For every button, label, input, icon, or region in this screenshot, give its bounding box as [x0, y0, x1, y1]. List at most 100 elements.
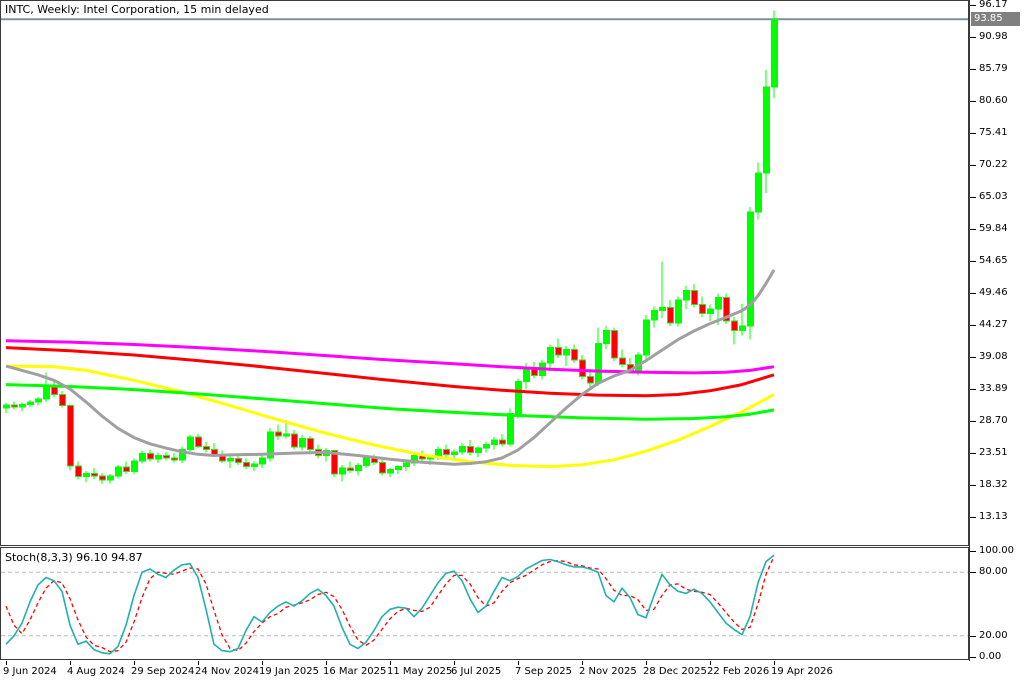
stoch-scale-label-tick: [970, 572, 976, 573]
stochastic-panel[interactable]: [0, 547, 969, 660]
bull-candle: [683, 289, 690, 301]
bull-candle: [387, 469, 394, 474]
price-label-tick: [970, 37, 976, 38]
bear-candle: [555, 347, 562, 356]
price-label-tick: [970, 261, 976, 262]
date-tick: [774, 661, 775, 665]
bull-candle: [3, 404, 10, 409]
date-label: 22 Feb 2026: [707, 666, 770, 677]
bull-candle: [251, 463, 258, 468]
price-label-tick: [970, 101, 976, 102]
bear-candle: [235, 458, 242, 463]
date-label: 11 May 2025: [387, 666, 453, 677]
stoch-scale-label: 0.00: [979, 651, 1002, 662]
bear-candle: [723, 297, 730, 322]
time-axis[interactable]: 9 Jun 2024 4 Aug 2024 29 Sep 2024 24 Nov 20…: [0, 661, 1024, 683]
bull-candle: [563, 348, 570, 356]
price-label-tick: [970, 69, 976, 70]
bull-candle: [771, 18, 778, 88]
date-label: 19 Apr 2026: [771, 666, 833, 677]
bear-candle: [275, 431, 282, 437]
candles-layer: [3, 10, 778, 484]
bull-candle: [547, 347, 554, 364]
bull-candle: [643, 319, 650, 356]
bull-candle: [339, 467, 346, 475]
bear-candle: [243, 461, 250, 468]
stoch-scale-label-tick: [970, 657, 976, 658]
date-label: 2 Nov 2025: [579, 666, 637, 677]
stoch-scale-label-tick: [970, 636, 976, 637]
stoch-signal-line: [5, 556, 775, 653]
price-label: 75.41: [979, 127, 1008, 138]
stoch-scale-label: 20.00: [979, 630, 1008, 641]
price-label: 44.27: [979, 319, 1008, 330]
bull-candle: [179, 448, 186, 461]
date-label: 6 Jul 2025: [451, 666, 502, 677]
bear-candle: [291, 433, 298, 448]
date-label: 9 Jun 2024: [3, 666, 57, 677]
bear-candle: [699, 303, 706, 315]
date-label: 19 Jan 2025: [259, 666, 319, 677]
bull-candle: [651, 310, 658, 321]
bull-candle: [603, 329, 610, 344]
bull-candle: [131, 460, 138, 473]
bull-candle: [491, 439, 498, 445]
price-label: 23.51: [979, 447, 1008, 458]
bull-candle: [747, 211, 754, 327]
price-label: 28.70: [979, 415, 1008, 426]
price-label: 59.84: [979, 223, 1008, 234]
date-label: 24 Nov 2024: [195, 666, 260, 677]
date-label: 4 Aug 2024: [67, 666, 125, 677]
bull-candle: [675, 299, 682, 324]
date-tick: [134, 661, 135, 665]
price-label: 49.46: [979, 287, 1008, 298]
date-tick: [454, 661, 455, 665]
bear-candle: [59, 393, 66, 407]
bull-candle: [515, 381, 522, 415]
bear-candle: [579, 359, 586, 378]
date-label: 29 Sep 2024: [131, 666, 195, 677]
main-price-chart[interactable]: [0, 0, 969, 547]
price-label: 54.65: [979, 255, 1008, 266]
date-label: 16 Mar 2025: [323, 666, 387, 677]
price-label-tick: [970, 229, 976, 230]
price-axis[interactable]: 96.17 90.98 85.79 80.60 75.41 70.22 65.03 59.84…: [969, 0, 1024, 662]
bear-candle: [667, 307, 674, 324]
bull-candle: [267, 431, 274, 459]
price-label-tick: [970, 453, 976, 454]
bear-candle: [211, 448, 218, 455]
current-price-tag: 93.85: [971, 12, 1020, 26]
bull-candle: [595, 342, 602, 384]
bull-candle: [403, 462, 410, 468]
bull-candle: [715, 297, 722, 310]
bear-candle: [619, 357, 626, 365]
bear-candle: [443, 448, 450, 455]
price-label-tick: [970, 5, 976, 6]
price-label: 85.79: [979, 63, 1008, 74]
bull-candle: [107, 475, 114, 481]
price-label-tick: [970, 485, 976, 486]
bull-candle: [35, 398, 42, 403]
bear-candle: [75, 465, 82, 477]
date-tick: [70, 661, 71, 665]
bull-candle: [459, 445, 466, 453]
bull-candle: [659, 307, 666, 312]
bear-candle: [307, 437, 314, 450]
ma-yellow-line: [5, 364, 775, 469]
price-label: 39.08: [979, 351, 1008, 362]
bear-candle: [91, 472, 98, 477]
bull-candle: [483, 443, 490, 449]
date-tick: [710, 661, 711, 665]
price-label: 90.98: [979, 31, 1008, 42]
price-label: 65.03: [979, 191, 1008, 202]
bull-candle: [299, 437, 306, 448]
bear-candle: [587, 376, 594, 384]
stoch-scale-label-tick: [970, 551, 976, 552]
bull-candle: [283, 433, 290, 437]
bull-candle: [363, 457, 370, 466]
bull-candle: [83, 472, 90, 477]
bear-candle: [611, 329, 618, 359]
price-label: 33.89: [979, 383, 1008, 394]
bull-candle: [115, 466, 122, 477]
